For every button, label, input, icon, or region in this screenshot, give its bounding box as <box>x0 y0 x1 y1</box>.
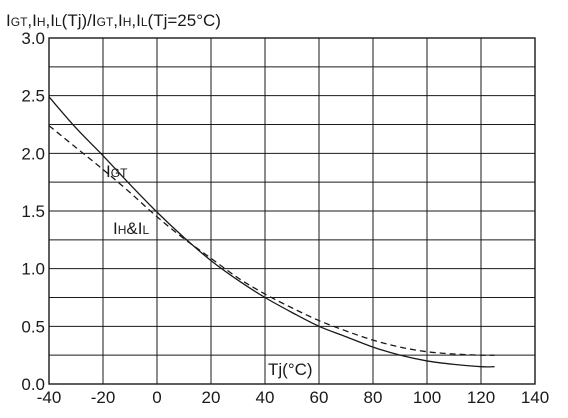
x-tick-label: 140 <box>521 388 549 407</box>
x-tick-label: 120 <box>467 388 495 407</box>
x-tick-label: 40 <box>256 388 275 407</box>
subscript-text: GT <box>11 15 28 29</box>
label-text: ,I <box>113 11 122 30</box>
x-tick-label: 80 <box>364 388 383 407</box>
x-tick-label: 100 <box>413 388 441 407</box>
series-label-ih-il: IH&IL <box>113 219 149 238</box>
series-line-ih-il <box>48 125 495 356</box>
x-axis-label: Tj(°C) <box>268 360 313 379</box>
y-tick-labels: 0.0 0.5 1.0 1.5 2.0 2.5 3.0 <box>21 29 45 394</box>
y-axis-label: IGT,IH,IL(Tj)/IGT,IH,IL(Tj=25°C) <box>6 11 221 30</box>
subscript-text: GT <box>97 15 114 29</box>
x-tick-labels: -40 -20 0 20 40 60 80 100 120 140 <box>37 388 549 407</box>
x-tick-label: -40 <box>37 388 62 407</box>
label-text: (Tj=25°C) <box>148 11 221 30</box>
series-line-igt <box>48 96 495 368</box>
y-tick-label: 0.0 <box>21 375 45 394</box>
plot-frame <box>48 37 536 385</box>
subscript-text: GT <box>111 166 128 180</box>
subscript-text: L <box>141 15 148 29</box>
label-text: I <box>6 11 11 30</box>
label-text: I <box>106 162 111 181</box>
grid <box>49 38 535 384</box>
y-tick-label: 1.5 <box>21 202 45 221</box>
label-text: ,I <box>46 11 55 30</box>
series-group <box>48 96 495 368</box>
y-tick-label: 2.5 <box>21 87 45 106</box>
y-tick-label: 1.0 <box>21 260 45 279</box>
y-tick-label: 0.5 <box>21 317 45 336</box>
label-text: ,I <box>27 11 36 30</box>
y-tick-label: 3.0 <box>21 29 45 48</box>
label-text: ,I <box>131 11 140 30</box>
label-text: &I <box>126 219 142 238</box>
subscript-text: L <box>142 223 149 237</box>
label-text: I <box>113 219 118 238</box>
x-tick-label: 0 <box>152 388 161 407</box>
subscript-text: H <box>37 15 46 29</box>
subscript-text: H <box>123 15 132 29</box>
label-text: (Tj)/I <box>62 11 97 30</box>
series-label-igt: IGT <box>106 162 128 181</box>
x-tick-label: 60 <box>310 388 329 407</box>
subscript-text: H <box>118 223 127 237</box>
x-tick-label: -20 <box>91 388 116 407</box>
x-tick-label: 20 <box>202 388 221 407</box>
y-tick-label: 2.0 <box>21 144 45 163</box>
subscript-text: L <box>55 15 62 29</box>
